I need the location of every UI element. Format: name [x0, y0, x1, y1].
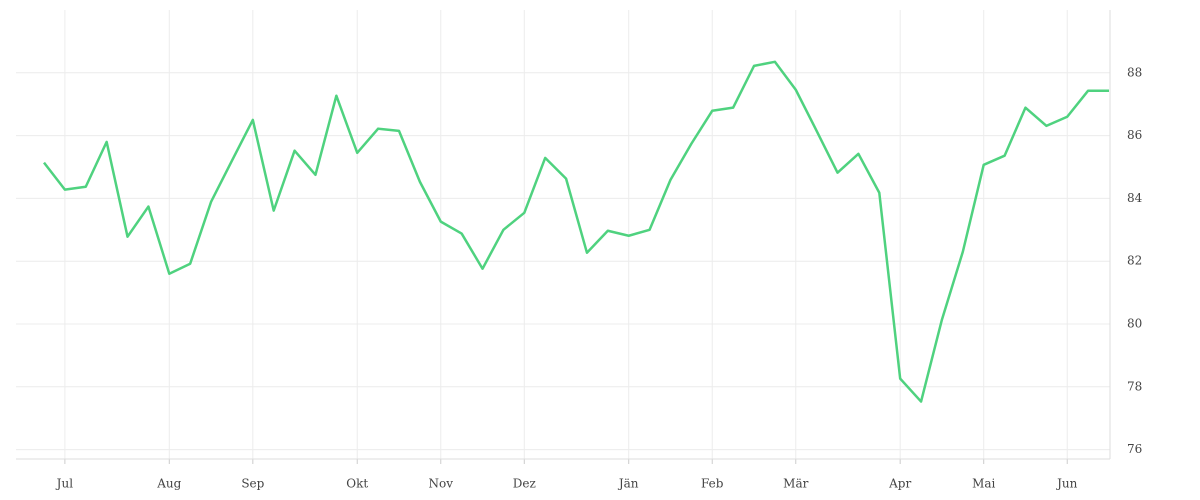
y-tick-label: 86 — [1127, 128, 1142, 142]
y-tick-label: 82 — [1127, 254, 1142, 268]
x-tick-label: Jul — [55, 477, 74, 491]
y-tick-label: 84 — [1127, 191, 1143, 205]
x-tick-label: Jun — [1055, 477, 1078, 491]
y-tick-label: 76 — [1127, 442, 1142, 456]
x-tick-label: Sep — [241, 477, 264, 491]
x-tick-label: Aug — [156, 477, 181, 491]
x-tick-label: Mai — [972, 477, 995, 491]
line-series — [43, 60, 1109, 403]
x-tick-label: Feb — [701, 477, 724, 491]
x-tick-label: Apr — [888, 477, 911, 491]
x-tick-label: Jän — [617, 477, 639, 491]
x-tick-label: Dez — [513, 477, 536, 491]
x-tick-label: Mär — [783, 477, 808, 491]
y-tick-label: 78 — [1127, 379, 1142, 393]
y-tick-label: 88 — [1127, 65, 1142, 79]
y-tick-label: 80 — [1127, 316, 1142, 330]
x-tick-label: Nov — [429, 477, 454, 491]
x-tick-label: Okt — [346, 477, 368, 491]
